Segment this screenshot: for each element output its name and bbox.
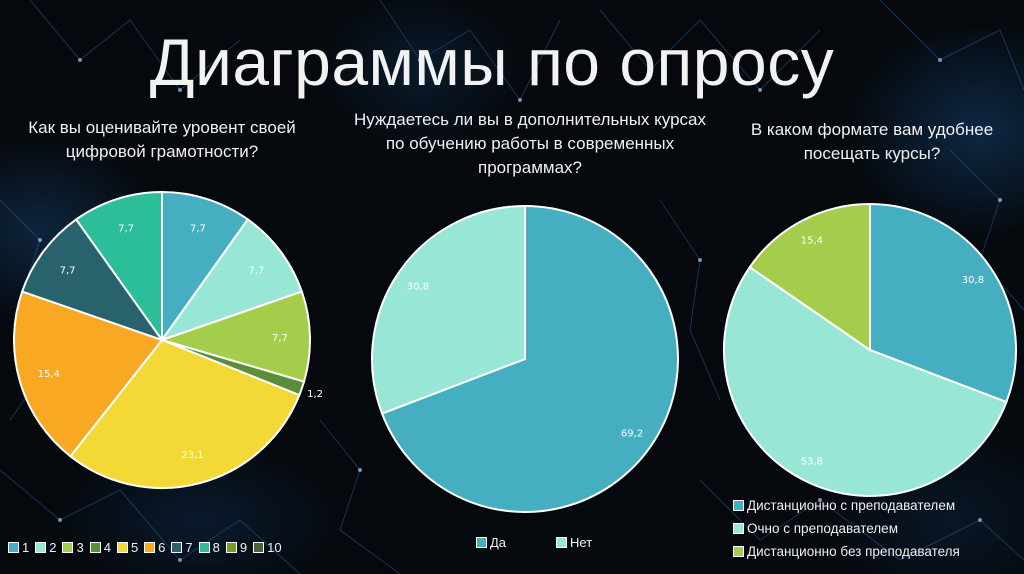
- chart3-question-line2: посещать курсы?: [803, 144, 941, 163]
- slice-value-label: 1,2: [307, 389, 323, 400]
- legend-swatch-icon: [733, 523, 744, 534]
- legend-label: 4: [103, 540, 111, 555]
- page-title: Диаграммы по опросу: [149, 25, 835, 99]
- legend-label: 9: [239, 540, 248, 555]
- legend-swatch-icon: [476, 537, 487, 548]
- legend-swatch-icon: [253, 542, 265, 553]
- chart1-question-line1: Как вы оценивайте уровент своей: [28, 118, 296, 137]
- pie-slice-6: [13, 290, 164, 458]
- slice-value-label: 23,1: [181, 450, 203, 461]
- legend-label: 6: [158, 540, 166, 555]
- chart2-question-line3: программах?: [477, 158, 582, 177]
- legend-swatch-icon: [198, 542, 210, 553]
- chart2-legend: Да Нет: [476, 535, 642, 551]
- chart3-question-line1: В каком формате вам удобнее: [750, 120, 994, 139]
- legend-swatch-icon: [35, 542, 47, 553]
- chart2-question-line2: по обучению работы в современных: [385, 134, 675, 153]
- legend-swatch-icon: [171, 542, 183, 553]
- legend-swatch-icon: [89, 542, 101, 553]
- pie-slice-Дистанционно без преподавателя: [748, 202, 871, 352]
- legend-item: 6: [144, 540, 165, 555]
- legend-item: Да: [476, 535, 506, 550]
- legend-label: Да: [490, 535, 507, 550]
- slice-value-label: 7,7: [60, 265, 76, 276]
- slice-value-label: 30,8: [962, 275, 984, 286]
- legend-item: 5: [116, 540, 139, 555]
- slice-value-label: 30,8: [407, 281, 429, 292]
- slice-value-label: 15,4: [38, 369, 60, 380]
- legend-item: 9: [225, 540, 248, 555]
- slice-value-label: 7,7: [248, 265, 264, 276]
- legend-item: Дистанционно с преподавателем: [733, 497, 960, 514]
- pie-slice-1: [161, 190, 250, 344]
- legend-item: 7: [171, 540, 193, 555]
- legend-item: Очно с преподавателем: [733, 520, 960, 537]
- pie-slice-5: [69, 338, 301, 489]
- legend-label: Нет: [570, 535, 593, 550]
- chart3-question: В каком формате вам удобнее посещать кур…: [720, 118, 1024, 166]
- legend-swatch-icon: [116, 542, 128, 553]
- legend-label: Дистанционно без преподавателя: [747, 544, 960, 559]
- slice-value-label: 7,7: [118, 224, 134, 235]
- slice-value-label: 7,7: [272, 333, 288, 344]
- legend-item: 1: [8, 540, 29, 555]
- chart1-legend: 1 2 3 4 5 6 7 8 9 10: [8, 540, 288, 556]
- legend-item: 8: [198, 540, 220, 555]
- legend-item: 3: [62, 540, 84, 555]
- legend-label: 3: [76, 540, 84, 555]
- legend-label: Очно с преподавателем: [747, 521, 898, 536]
- pie-slice-8: [74, 190, 163, 344]
- chart1-question-line2: цифровой грамотности?: [65, 142, 259, 161]
- legend-item: 4: [89, 540, 111, 555]
- chart1-question: Как вы оценивайте уровент своей цифровой…: [0, 116, 324, 164]
- legend-label: 1: [22, 540, 30, 555]
- legend-label: Дистанционно с преподавателем: [747, 498, 956, 513]
- legend-label: 7: [185, 540, 193, 555]
- pie-slice-2: [159, 218, 304, 342]
- pie-slice-Дистанционно с преподавателем: [869, 202, 1017, 404]
- pie-chart-digital-literacy: 7,7 7,7 7,7 1,2 23,1 15,4 7,7 7,7: [13, 190, 323, 489]
- pie-slice-Очно с преподавателем: [722, 265, 1008, 497]
- slice-value-label: 69,2: [621, 429, 643, 440]
- pie-slice-7: [20, 218, 165, 342]
- legend-swatch-icon: [733, 500, 744, 511]
- legend-item: 10: [253, 540, 282, 555]
- legend-label: 2: [49, 540, 57, 555]
- legend-item: Дистанционно без преподавателя: [733, 543, 960, 560]
- legend-label: 5: [130, 540, 139, 555]
- legend-swatch-icon: [144, 542, 156, 553]
- pie-slice-Нет: [371, 204, 526, 415]
- legend-swatch-icon: [733, 546, 744, 557]
- slice-value-label: 53,8: [801, 457, 823, 468]
- chart2-question: Нуждаетесь ли вы в дополнительных курсах…: [340, 108, 720, 180]
- legend-item: 2: [35, 540, 56, 555]
- legend-swatch-icon: [62, 542, 74, 553]
- legend-label: 10: [267, 540, 282, 555]
- pie-chart-course-format: 30,8 53,8 15,4: [722, 202, 1017, 497]
- chart2-question-line1: Нуждаетесь ли вы в дополнительных курсах: [353, 110, 706, 129]
- legend-swatch-icon: [8, 542, 19, 553]
- pie-chart-need-courses: 69,2 30,8: [371, 204, 679, 513]
- legend-swatch-icon: [225, 542, 237, 553]
- legend-label: 8: [212, 540, 220, 555]
- legend-swatch-icon: [556, 537, 568, 548]
- pie-slice-Да: [380, 204, 679, 513]
- slice-value-label: 7,7: [190, 224, 206, 235]
- pie-slice-3: [158, 290, 311, 383]
- chart3-legend: Дистанционно с преподавателем Очно с преп…: [733, 497, 966, 566]
- slice-value-label: 15,4: [801, 235, 823, 246]
- legend-item: Нет: [556, 535, 592, 550]
